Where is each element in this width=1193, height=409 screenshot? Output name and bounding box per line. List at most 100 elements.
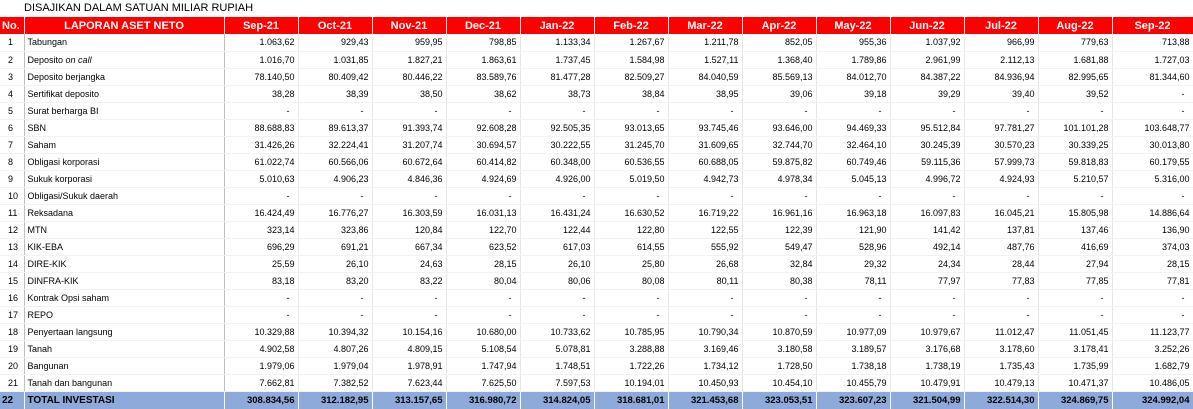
value-cell[interactable]: - [742,306,817,324]
value-cell[interactable]: 1.738,19 [890,357,965,375]
value-cell[interactable]: 59.875,82 [742,153,817,171]
total-value-cell[interactable]: 324.869,75 [1038,390,1113,409]
value-cell[interactable]: 61.022,74 [224,153,299,171]
value-cell[interactable]: 11.123,77 [1112,323,1193,341]
value-cell[interactable]: - [1038,289,1113,307]
value-cell[interactable]: 696,29 [224,238,299,256]
row-label-cell[interactable]: Sukuk korporasi [24,170,225,188]
value-cell[interactable]: 38,95 [668,85,743,103]
value-cell[interactable]: 80,04 [446,272,521,290]
value-cell[interactable]: 16.303,59 [372,204,447,222]
value-cell[interactable]: 82.509,27 [594,68,669,86]
value-cell[interactable]: - [520,102,595,120]
value-cell[interactable]: 81.477,28 [520,68,595,86]
value-cell[interactable]: - [964,102,1039,120]
value-cell[interactable]: - [964,187,1039,205]
value-cell[interactable]: 122,39 [742,221,817,239]
row-number[interactable]: 19 [0,340,25,358]
total-value-cell[interactable]: 321.453,68 [668,390,743,409]
value-cell[interactable]: 10.486,05 [1112,374,1193,392]
value-cell[interactable]: 38,28 [224,85,299,103]
value-cell[interactable]: 623,52 [446,238,521,256]
value-cell[interactable]: 614,55 [594,238,669,256]
value-cell[interactable]: 80,11 [668,272,743,290]
value-cell[interactable]: 26,68 [668,255,743,273]
value-cell[interactable]: 3.180,58 [742,340,817,358]
value-cell[interactable]: 24,63 [372,255,447,273]
value-cell[interactable]: 667,34 [372,238,447,256]
row-label-cell[interactable]: Bangunan [24,357,225,375]
value-cell[interactable]: - [372,306,447,324]
value-cell[interactable]: 84.387,22 [890,68,965,86]
value-cell[interactable]: 39,18 [816,85,891,103]
value-cell[interactable]: 28,15 [446,255,521,273]
value-cell[interactable]: 38,73 [520,85,595,103]
value-cell[interactable]: 77,83 [964,272,1039,290]
value-cell[interactable]: - [1112,102,1193,120]
value-cell[interactable]: - [520,306,595,324]
value-cell[interactable]: 1.734,12 [668,357,743,375]
value-cell[interactable]: 60.348,00 [520,153,595,171]
value-cell[interactable]: 1.789,86 [816,51,891,69]
row-label-cell[interactable]: Deposito berjangka [24,68,225,86]
row-number[interactable]: 16 [0,289,25,307]
value-cell[interactable]: 14.886,64 [1112,204,1193,222]
total-value-cell[interactable]: 316.980,72 [446,390,521,409]
value-cell[interactable]: 24,34 [890,255,965,273]
value-cell[interactable]: - [1112,187,1193,205]
value-cell[interactable]: 7.625,50 [446,374,521,392]
value-cell[interactable]: 101.101,28 [1038,119,1113,137]
row-label-cell[interactable]: Reksadana [24,204,225,222]
value-cell[interactable]: 3.169,46 [668,340,743,358]
value-cell[interactable]: - [594,102,669,120]
value-cell[interactable]: - [298,187,373,205]
value-cell[interactable]: 80,08 [594,272,669,290]
row-number[interactable]: 20 [0,357,25,375]
value-cell[interactable]: 10.733,62 [520,323,595,341]
value-cell[interactable]: 31.207,74 [372,136,447,154]
value-cell[interactable]: 83,22 [372,272,447,290]
value-cell[interactable]: 31.426,26 [224,136,299,154]
value-cell[interactable]: 1.747,94 [446,357,521,375]
value-cell[interactable]: 4.978,34 [742,170,817,188]
value-cell[interactable]: 16.431,24 [520,204,595,222]
value-cell[interactable]: 85.569,13 [742,68,817,86]
row-number[interactable]: 2 [0,51,25,69]
value-cell[interactable]: 80,38 [742,272,817,290]
value-cell[interactable]: 81.344,60 [1112,68,1193,86]
value-cell[interactable]: 5.316,00 [1112,170,1193,188]
value-cell[interactable]: 1.738,18 [816,357,891,375]
header-month[interactable]: Nov-21 [372,17,447,34]
value-cell[interactable]: - [446,187,521,205]
value-cell[interactable]: 77,81 [1112,272,1193,290]
value-cell[interactable]: - [1038,102,1113,120]
value-cell[interactable]: 83.589,76 [446,68,521,86]
value-cell[interactable]: 141,42 [890,221,965,239]
value-cell[interactable]: 5.019,50 [594,170,669,188]
value-cell[interactable]: 16.630,52 [594,204,669,222]
value-cell[interactable]: 4.926,00 [520,170,595,188]
value-cell[interactable]: 492,14 [890,238,965,256]
total-no[interactable]: 22 [0,390,25,409]
value-cell[interactable]: 10.450,93 [668,374,743,392]
value-cell[interactable]: - [1112,85,1193,103]
header-month[interactable]: Jul-22 [964,17,1039,34]
value-cell[interactable]: - [224,289,299,307]
value-cell[interactable]: - [594,187,669,205]
value-cell[interactable]: 80,06 [520,272,595,290]
value-cell[interactable]: 3.189,57 [816,340,891,358]
value-cell[interactable]: - [816,306,891,324]
value-cell[interactable]: - [224,187,299,205]
value-cell[interactable]: 7.382,52 [298,374,373,392]
row-label-cell[interactable]: Tabungan [24,34,225,52]
value-cell[interactable]: 15.805,98 [1038,204,1113,222]
value-cell[interactable]: 617,03 [520,238,595,256]
total-value-cell[interactable]: 312.182,95 [298,390,373,409]
value-cell[interactable]: 38,62 [446,85,521,103]
value-cell[interactable]: 82.995,65 [1038,68,1113,86]
value-cell[interactable]: - [446,306,521,324]
total-value-cell[interactable]: 318.681,01 [594,390,669,409]
value-cell[interactable]: 10.479,13 [964,374,1039,392]
value-cell[interactable]: 92.505,35 [520,119,595,137]
value-cell[interactable]: 28,15 [1112,255,1193,273]
